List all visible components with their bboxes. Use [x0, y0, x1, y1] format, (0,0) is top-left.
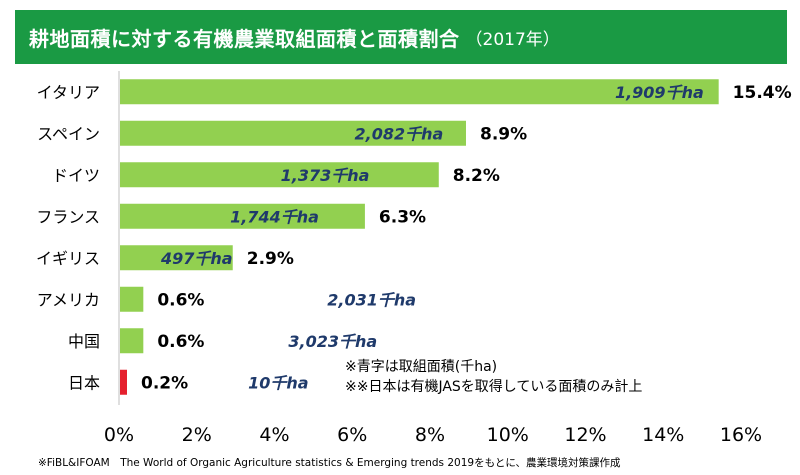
area-label: 497千ha — [160, 249, 233, 268]
area-label: 10千ha — [248, 373, 308, 392]
category-label: アメリカ — [37, 290, 100, 309]
bar-4 — [120, 245, 233, 271]
value-label: 0.2% — [141, 373, 188, 393]
area-label: 1,744千ha — [230, 207, 319, 226]
bar-3 — [120, 203, 365, 229]
category-label: スペイン — [37, 124, 100, 143]
area-label: 1,909千ha — [615, 83, 704, 102]
x-tick-label: 14% — [642, 424, 684, 446]
bar-5 — [120, 286, 144, 312]
bar-6 — [120, 328, 144, 354]
x-tick-label: 12% — [564, 424, 606, 446]
x-tick-label: 0% — [104, 424, 134, 446]
category-label: ドイツ — [52, 166, 100, 185]
value-label: 2.9% — [247, 249, 294, 269]
category-label: イタリア — [37, 83, 100, 102]
value-label: 0.6% — [157, 290, 204, 310]
area-label: 1,373千ha — [281, 166, 370, 185]
note-area-unit: ※青字は取組面積(千ha) — [345, 359, 498, 375]
value-label: 8.9% — [480, 124, 527, 144]
x-tick-label: 8% — [415, 424, 445, 446]
category-label: フランス — [36, 207, 100, 226]
bar-7 — [120, 369, 127, 395]
chart-title: 耕地面積に対する有機農業取組面積と面積割合 — [29, 26, 460, 51]
value-label: 15.4% — [733, 83, 792, 103]
category-label: 中国 — [68, 332, 100, 351]
note-japan-jas: ※※日本は有機JASを取得している面積のみ計上 — [345, 379, 643, 395]
category-label: イギリス — [36, 249, 100, 268]
bar-1 — [120, 120, 466, 146]
value-label: 8.2% — [453, 166, 500, 186]
x-tick-label: 2% — [182, 424, 212, 446]
x-tick-label: 4% — [259, 424, 289, 446]
bar-2 — [120, 162, 439, 188]
value-label: 6.3% — [379, 207, 426, 227]
x-tick-label: 10% — [487, 424, 529, 446]
area-label: 2,031千ha — [327, 290, 416, 309]
category-label: 日本 — [68, 373, 100, 392]
x-tick-label: 6% — [337, 424, 367, 446]
chart-title-year: （2017年） — [465, 29, 560, 50]
area-label: 3,023千ha — [288, 332, 377, 351]
source-note: ※FiBL&IFOAM The World of Organic Agricul… — [38, 457, 621, 469]
value-label: 0.6% — [157, 332, 204, 352]
chart-title-bar: 耕地面積に対する有機農業取組面積と面積割合 （2017年） — [15, 10, 787, 64]
x-tick-label: 16% — [720, 424, 762, 446]
bar-0 — [120, 79, 719, 105]
area-label: 2,082千ha — [354, 124, 443, 143]
